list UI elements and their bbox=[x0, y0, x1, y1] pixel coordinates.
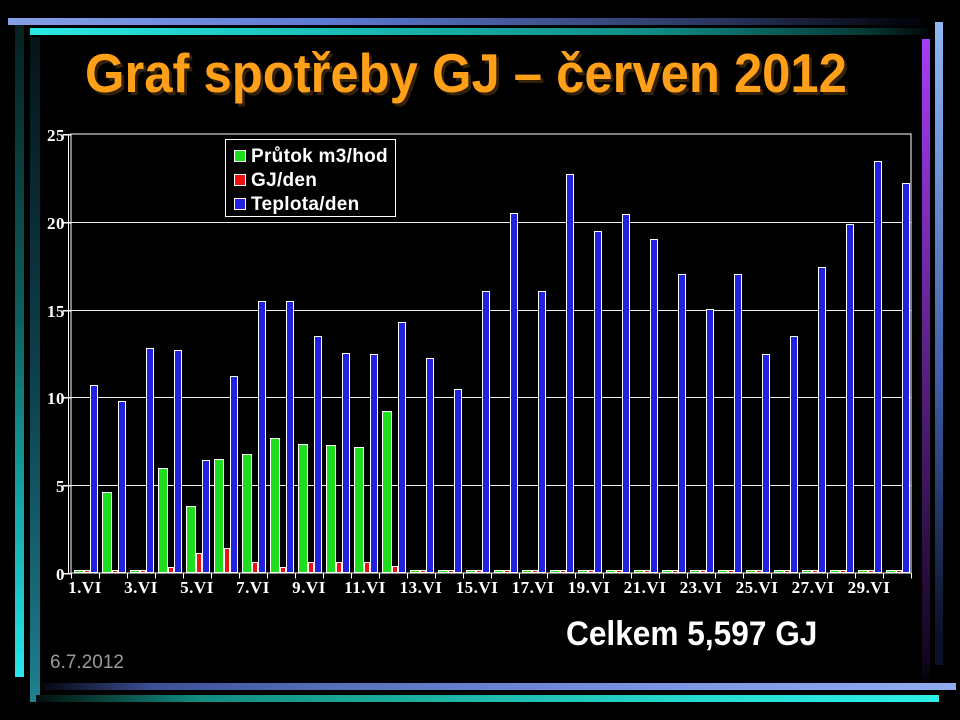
svg-text:5: 5 bbox=[56, 477, 65, 496]
svg-text:7.VI: 7.VI bbox=[236, 578, 270, 597]
svg-text:27.VI: 27.VI bbox=[792, 578, 835, 597]
svg-text:17.VI: 17.VI bbox=[512, 578, 555, 597]
svg-text:10: 10 bbox=[47, 389, 65, 408]
svg-text:9.VI: 9.VI bbox=[292, 578, 326, 597]
svg-text:15.VI: 15.VI bbox=[456, 578, 499, 597]
svg-text:29.VI: 29.VI bbox=[848, 578, 891, 597]
svg-text:1.VI: 1.VI bbox=[68, 578, 102, 597]
svg-text:5.VI: 5.VI bbox=[180, 578, 214, 597]
svg-text:11.VI: 11.VI bbox=[344, 578, 386, 597]
svg-text:15: 15 bbox=[47, 302, 65, 321]
svg-text:13.VI: 13.VI bbox=[400, 578, 443, 597]
svg-text:3.VI: 3.VI bbox=[124, 578, 158, 597]
svg-text:25: 25 bbox=[47, 126, 65, 145]
svg-text:0: 0 bbox=[56, 565, 65, 584]
svg-text:21.VI: 21.VI bbox=[624, 578, 667, 597]
svg-text:20: 20 bbox=[47, 214, 65, 233]
svg-text:25.VI: 25.VI bbox=[736, 578, 779, 597]
svg-text:23.VI: 23.VI bbox=[680, 578, 723, 597]
svg-text:19.VI: 19.VI bbox=[568, 578, 611, 597]
